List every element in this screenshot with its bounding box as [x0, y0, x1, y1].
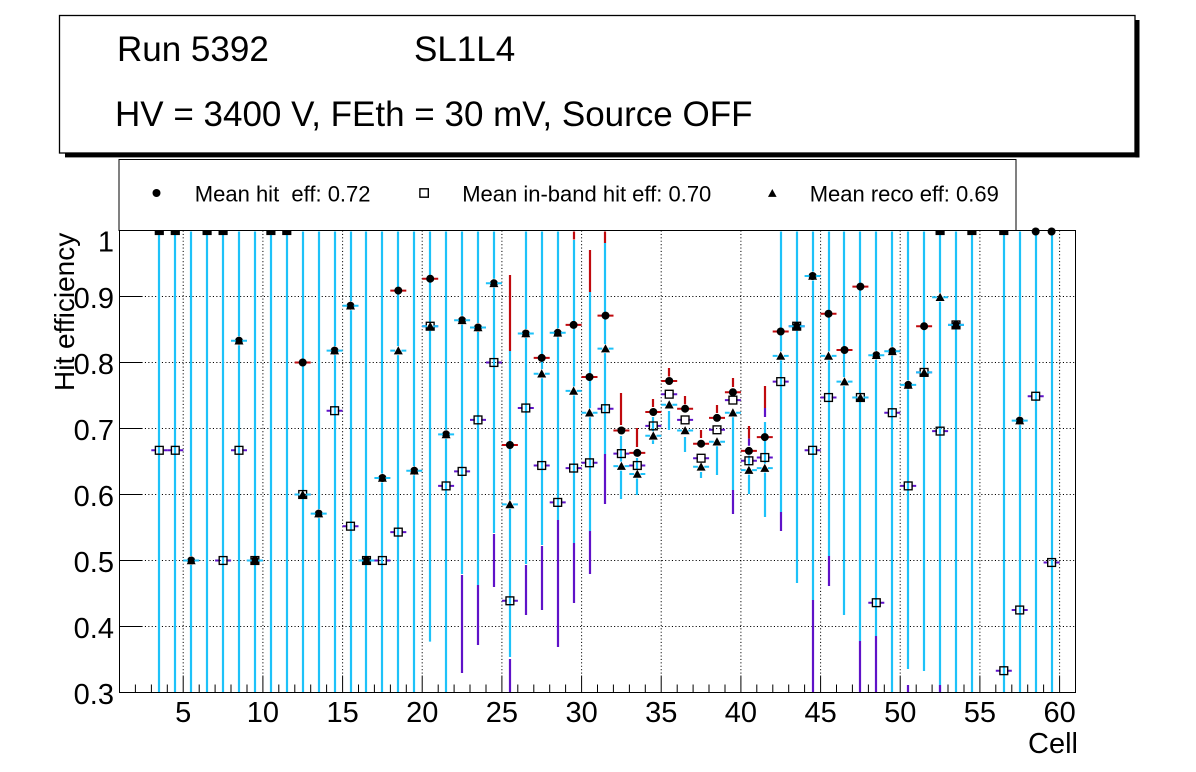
- svg-text:0.7: 0.7: [74, 415, 114, 447]
- svg-text:Mean in-band hit eff: 0.70: Mean in-band hit eff: 0.70: [462, 182, 711, 207]
- svg-text:30: 30: [565, 697, 597, 729]
- svg-text:1: 1: [98, 227, 114, 259]
- svg-text:15: 15: [326, 697, 358, 729]
- svg-text:25: 25: [486, 697, 518, 729]
- svg-text:10: 10: [247, 697, 279, 729]
- svg-text:Run 5392: Run 5392: [117, 30, 269, 69]
- svg-text:0.3: 0.3: [74, 679, 114, 711]
- svg-text:35: 35: [645, 697, 677, 729]
- svg-text:0.6: 0.6: [74, 481, 114, 513]
- svg-text:55: 55: [964, 697, 996, 729]
- svg-text:Mean reco eff: 0.69: Mean reco eff: 0.69: [810, 182, 999, 207]
- svg-text:40: 40: [725, 697, 757, 729]
- svg-text:Mean hit eff: 0.72: Mean hit eff: 0.72: [195, 182, 371, 207]
- svg-text:0.8: 0.8: [74, 349, 114, 381]
- svg-text:0.4: 0.4: [74, 613, 114, 645]
- svg-text:50: 50: [884, 697, 916, 729]
- svg-text:Hit efficiency: Hit efficiency: [49, 233, 80, 391]
- svg-text:45: 45: [804, 697, 836, 729]
- svg-text:HV = 3400 V, FEth = 30 mV, Sou: HV = 3400 V, FEth = 30 mV, Source OFF: [115, 95, 752, 134]
- svg-text:60: 60: [1043, 697, 1075, 729]
- svg-text:Cell: Cell: [1028, 728, 1078, 760]
- svg-text:20: 20: [406, 697, 438, 729]
- svg-text:0.5: 0.5: [74, 547, 114, 579]
- svg-text:SL1L4: SL1L4: [414, 30, 515, 69]
- svg-text:0.9: 0.9: [74, 283, 114, 315]
- svg-text:5: 5: [175, 697, 191, 729]
